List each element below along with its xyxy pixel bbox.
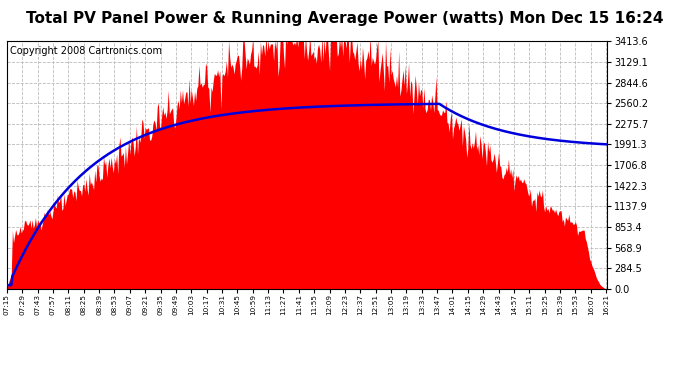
Text: Total PV Panel Power & Running Average Power (watts) Mon Dec 15 16:24: Total PV Panel Power & Running Average P… — [26, 11, 664, 26]
Text: Copyright 2008 Cartronics.com: Copyright 2008 Cartronics.com — [10, 46, 162, 56]
